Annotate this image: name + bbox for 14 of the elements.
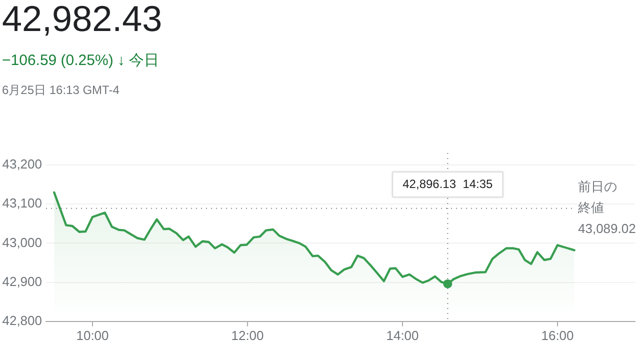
y-tick-label: 42,800 (2, 312, 42, 328)
ref-line-label: 前日の終値 43,089.02 (577, 178, 636, 236)
y-tick-label: 43,200 (2, 156, 42, 172)
chart-subtitle: −106.59 (0.25%) ↓ 今日 (2, 51, 160, 70)
text: 6月25日 16:13 GMT-4 (2, 82, 120, 99)
annotation: 42,896.13 14:35 (402, 176, 494, 191)
chart-title: 42,982.43 (2, 0, 162, 40)
y-tick-label: 43,100 (2, 196, 42, 211)
x-tick-label: 16:00 (541, 328, 574, 343)
y-tick-label: 42,900 (2, 274, 42, 289)
x-tick-label: 14:00 (386, 328, 419, 343)
x-tick-label: 12:00 (231, 328, 264, 343)
y-tick-label: 43,000 (2, 234, 42, 250)
x-tick-label: 10:00 (76, 328, 109, 343)
